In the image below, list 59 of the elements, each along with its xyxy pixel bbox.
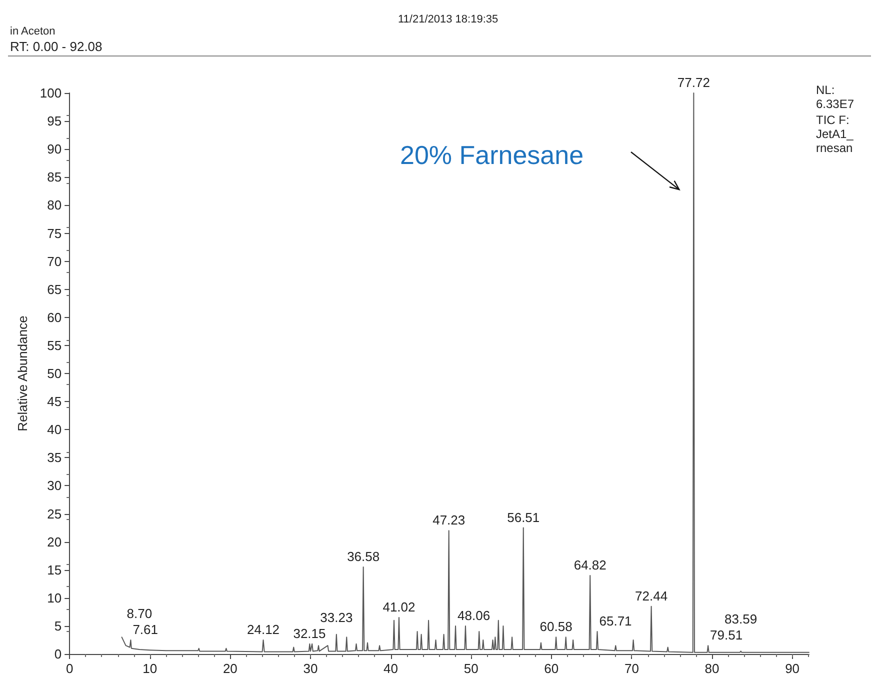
annotation: 33.23: [320, 610, 353, 625]
x-tick-label: 40: [384, 661, 398, 676]
text: TIC F:: [816, 113, 850, 127]
annotation: 77.72: [677, 75, 710, 90]
y-tick-label: 10: [47, 590, 62, 606]
annotation: 47.23: [432, 512, 466, 528]
y-tick-label: 60: [47, 310, 62, 325]
annotation: 48.06: [458, 608, 490, 623]
y-tick-label: 45: [47, 394, 62, 410]
annotation: 83.59: [724, 612, 758, 627]
text: in Aceton: [10, 26, 56, 38]
y-tick-label: 0: [54, 646, 62, 662]
annotation: 64.82: [574, 557, 606, 572]
annotation: 65.71: [599, 614, 632, 629]
text: 6.33E7: [816, 97, 854, 111]
annotation: 36.58: [347, 549, 380, 564]
y-tick-label: 20: [47, 534, 62, 550]
y-tick-label: 35: [47, 450, 62, 466]
y-tick-label: 55: [47, 338, 62, 353]
x-tick-label: 70: [624, 661, 639, 676]
text: rnesan: [816, 141, 853, 155]
y-tick-label: 85: [47, 170, 62, 185]
x-tick-label: 30: [303, 661, 318, 676]
annotation: 41.02: [382, 600, 416, 615]
annotation: 79.51: [710, 628, 743, 643]
y-tick-label: 65: [47, 282, 62, 297]
y-tick-label: 25: [47, 506, 62, 522]
y-tick-label: 40: [47, 422, 62, 438]
y-axis-title: Relative Abundance: [15, 316, 30, 432]
y-tick-label: 75: [47, 226, 62, 241]
y-tick-label: 50: [47, 366, 62, 381]
annotation: 60.58: [540, 619, 572, 634]
y-tick-label: 80: [47, 198, 62, 213]
annotation: 20% Farnesane: [400, 140, 584, 170]
text: RT: 0.00 - 92.08: [10, 39, 102, 54]
y-tick-label: 30: [47, 478, 62, 494]
text: 11/21/2013 18:19:35: [398, 14, 498, 26]
text: JetA1_: [816, 127, 854, 141]
annotation: 32.15: [293, 626, 326, 641]
y-tick-label: 100: [40, 86, 62, 100]
y-tick-label: 90: [47, 142, 62, 157]
y-tick-label: 95: [47, 114, 62, 129]
x-tick-label: 60: [544, 661, 559, 676]
y-tick-label: 5: [54, 618, 62, 634]
y-tick-label: 15: [47, 562, 62, 578]
text: NL:: [816, 83, 835, 97]
y-tick-label: 70: [47, 254, 62, 269]
x-tick-label: 50: [464, 661, 478, 676]
x-tick-label: 10: [142, 661, 158, 676]
x-tick-label: 90: [785, 661, 800, 676]
x-tick-label: 20: [222, 661, 238, 676]
annotation: 7.61: [132, 622, 158, 637]
annotation: 24.12: [247, 622, 280, 637]
annotation: 56.51: [507, 510, 540, 525]
annotation: 8.70: [126, 606, 152, 621]
annotation: 72.44: [635, 588, 668, 604]
x-tick-label: 0: [66, 661, 74, 676]
line-series: [121, 92, 810, 653]
x-tick-label: 80: [704, 661, 720, 676]
